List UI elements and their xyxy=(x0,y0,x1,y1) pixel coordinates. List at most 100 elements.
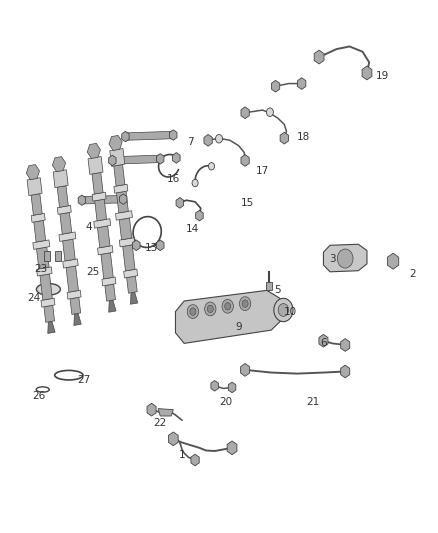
Circle shape xyxy=(187,305,198,318)
Polygon shape xyxy=(211,381,219,391)
Text: 22: 22 xyxy=(154,418,167,428)
Polygon shape xyxy=(241,155,249,166)
Circle shape xyxy=(215,134,223,143)
Polygon shape xyxy=(119,238,135,247)
Ellipse shape xyxy=(36,284,60,295)
Polygon shape xyxy=(158,409,173,416)
Polygon shape xyxy=(66,266,78,292)
Text: 5: 5 xyxy=(275,285,281,295)
Polygon shape xyxy=(341,365,350,378)
Polygon shape xyxy=(98,226,110,248)
Polygon shape xyxy=(191,454,199,466)
Polygon shape xyxy=(196,211,203,221)
Text: 27: 27 xyxy=(78,375,91,385)
Polygon shape xyxy=(95,199,106,221)
Polygon shape xyxy=(78,195,85,205)
Polygon shape xyxy=(70,297,81,314)
Text: 10: 10 xyxy=(284,306,297,317)
Text: 20: 20 xyxy=(219,397,232,407)
Polygon shape xyxy=(272,80,280,92)
Text: 25: 25 xyxy=(86,267,99,277)
Circle shape xyxy=(192,179,198,187)
Polygon shape xyxy=(105,284,116,301)
Polygon shape xyxy=(117,191,128,213)
Text: 15: 15 xyxy=(240,198,254,208)
Polygon shape xyxy=(33,240,50,249)
Polygon shape xyxy=(41,298,55,307)
Circle shape xyxy=(205,302,216,316)
Polygon shape xyxy=(101,253,113,279)
Polygon shape xyxy=(98,246,113,255)
Polygon shape xyxy=(114,165,125,186)
Polygon shape xyxy=(92,192,106,201)
Circle shape xyxy=(274,298,293,321)
Polygon shape xyxy=(131,292,138,304)
Polygon shape xyxy=(314,50,324,64)
Circle shape xyxy=(207,305,213,313)
Polygon shape xyxy=(341,338,350,351)
Text: 23: 23 xyxy=(34,264,47,274)
Polygon shape xyxy=(44,251,50,261)
Text: 16: 16 xyxy=(167,174,180,184)
Polygon shape xyxy=(122,132,129,142)
Polygon shape xyxy=(116,211,132,220)
Polygon shape xyxy=(63,259,78,268)
Polygon shape xyxy=(240,364,250,376)
Polygon shape xyxy=(37,267,52,276)
Polygon shape xyxy=(156,154,164,164)
Polygon shape xyxy=(57,185,68,207)
Polygon shape xyxy=(127,276,137,293)
Polygon shape xyxy=(176,290,282,343)
Text: 21: 21 xyxy=(306,397,319,407)
Polygon shape xyxy=(227,441,237,455)
Polygon shape xyxy=(63,239,75,261)
Polygon shape xyxy=(241,107,249,118)
Polygon shape xyxy=(362,66,372,80)
Text: 6: 6 xyxy=(320,338,327,349)
Polygon shape xyxy=(59,232,76,241)
Polygon shape xyxy=(48,321,55,334)
Circle shape xyxy=(190,308,196,316)
Polygon shape xyxy=(74,313,81,326)
Polygon shape xyxy=(119,218,132,240)
Polygon shape xyxy=(112,155,160,164)
Polygon shape xyxy=(204,134,212,146)
Polygon shape xyxy=(176,198,184,208)
Polygon shape xyxy=(53,157,66,172)
Circle shape xyxy=(278,304,289,317)
Polygon shape xyxy=(102,277,116,286)
Text: 7: 7 xyxy=(187,137,194,147)
Text: 13: 13 xyxy=(145,243,158,253)
Polygon shape xyxy=(120,194,127,204)
Polygon shape xyxy=(170,130,177,140)
Text: 17: 17 xyxy=(256,166,269,176)
Circle shape xyxy=(222,300,233,313)
Polygon shape xyxy=(34,220,46,242)
Circle shape xyxy=(225,303,231,310)
Polygon shape xyxy=(114,184,128,193)
Polygon shape xyxy=(109,155,116,166)
Text: 4: 4 xyxy=(85,222,92,232)
Polygon shape xyxy=(57,205,71,214)
Polygon shape xyxy=(319,334,328,347)
Polygon shape xyxy=(125,131,173,140)
Polygon shape xyxy=(266,282,272,290)
Polygon shape xyxy=(40,274,52,300)
Text: 14: 14 xyxy=(186,224,200,235)
Polygon shape xyxy=(60,213,72,234)
Polygon shape xyxy=(323,244,367,272)
Polygon shape xyxy=(31,193,42,215)
Polygon shape xyxy=(31,213,45,222)
Polygon shape xyxy=(92,173,103,194)
Polygon shape xyxy=(109,135,122,150)
Polygon shape xyxy=(67,290,81,299)
Circle shape xyxy=(266,108,273,116)
Polygon shape xyxy=(44,305,55,322)
Polygon shape xyxy=(88,157,103,174)
Polygon shape xyxy=(36,247,49,269)
Circle shape xyxy=(208,163,215,170)
Polygon shape xyxy=(156,240,164,251)
Polygon shape xyxy=(82,196,124,204)
Polygon shape xyxy=(173,152,180,163)
Text: 19: 19 xyxy=(375,70,389,80)
